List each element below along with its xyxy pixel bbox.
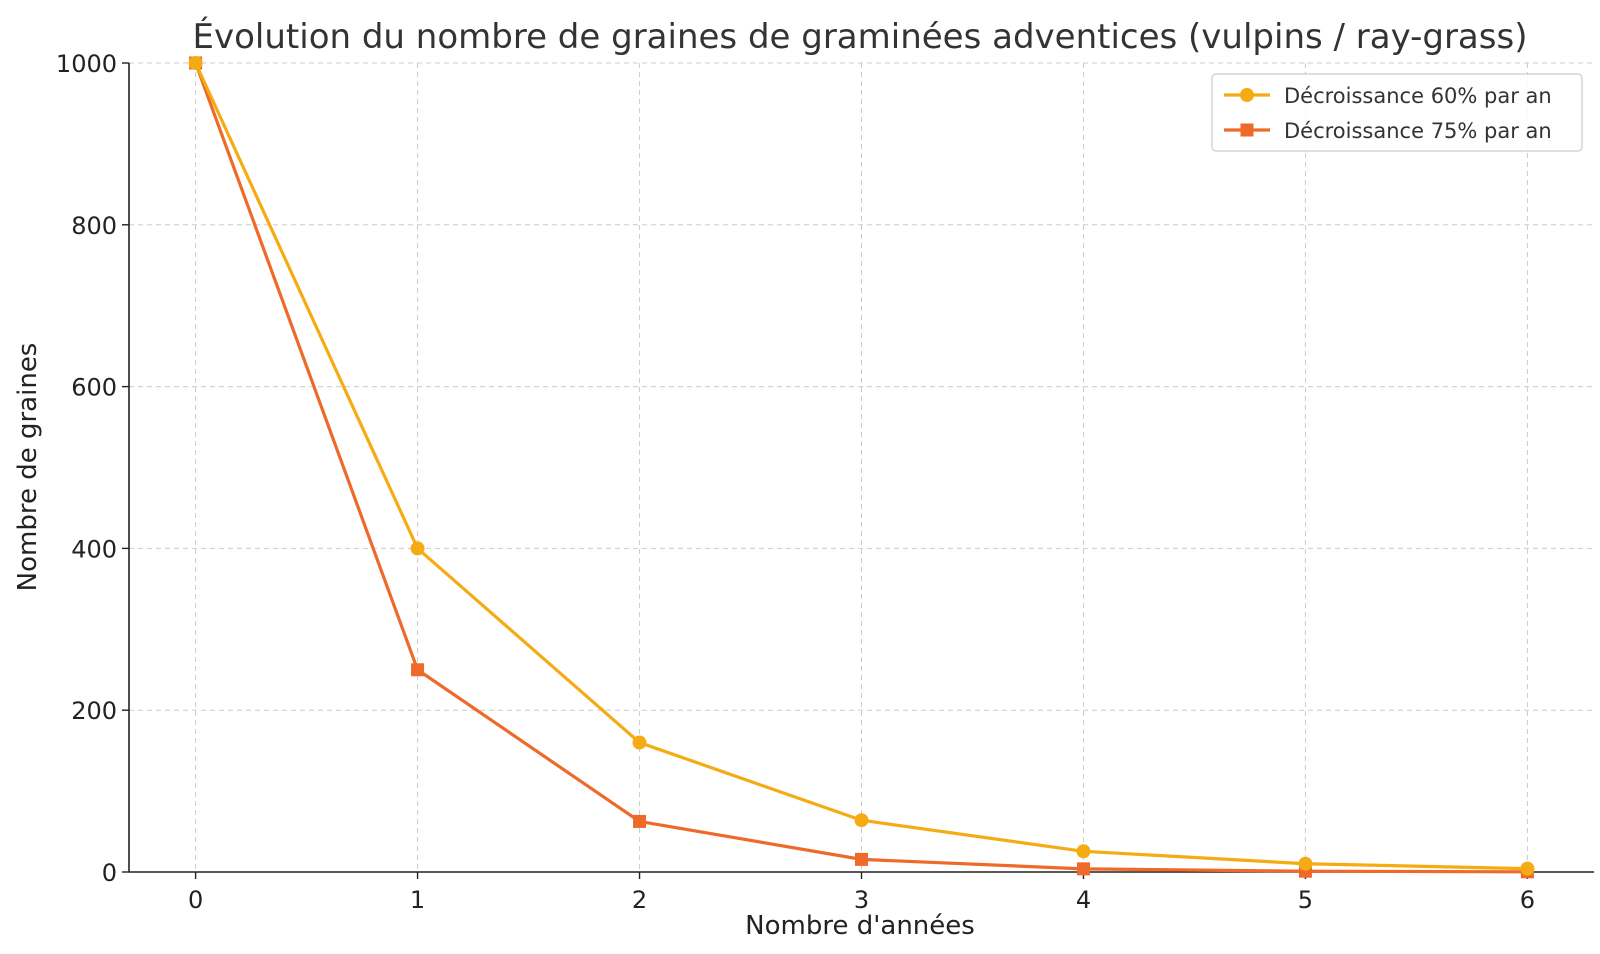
data-point xyxy=(1298,856,1313,871)
y-tick-label: 0 xyxy=(102,859,117,887)
legend-marker xyxy=(1240,123,1254,137)
axes xyxy=(122,62,1594,879)
series-layer xyxy=(188,56,1535,879)
data-point xyxy=(855,852,868,866)
chart-title: Évolution du nombre de graines de gramin… xyxy=(193,16,1528,57)
legend: Décroissance 60% par an Décroissance 75% … xyxy=(1211,73,1583,152)
y-tick-label: 1000 xyxy=(56,50,117,78)
x-tick-label: 0 xyxy=(188,886,203,914)
y-axis-label: Nombre de graines xyxy=(13,343,43,592)
y-tick-label: 200 xyxy=(71,697,117,725)
legend-entries: Décroissance 60% par an Décroissance 75% … xyxy=(1224,84,1552,143)
x-tick-label: 6 xyxy=(1520,886,1535,914)
legend-entry: Décroissance 75% par an xyxy=(1224,119,1552,143)
legend-marker xyxy=(1240,88,1254,102)
y-tick-label: 600 xyxy=(71,374,117,402)
x-tick-label: 3 xyxy=(854,886,869,914)
x-tick-label: 1 xyxy=(410,886,425,914)
series-2 xyxy=(189,56,1534,879)
x-axis-label: Nombre d'années xyxy=(745,911,975,941)
tick-labels: 0 1 2 3 4 5 6 0 200 400 600 800 1000 xyxy=(56,50,1535,914)
x-tick-label: 5 xyxy=(1298,886,1313,914)
data-point xyxy=(632,735,647,750)
data-point xyxy=(410,541,425,556)
legend-label: Décroissance 75% par an xyxy=(1284,119,1552,143)
y-tick-label: 400 xyxy=(71,535,117,563)
x-tick-label: 4 xyxy=(1076,886,1091,914)
legend-label: Décroissance 60% par an xyxy=(1284,84,1552,108)
data-point xyxy=(411,663,425,677)
data-point xyxy=(188,56,203,70)
data-point xyxy=(633,814,647,828)
legend-entry: Décroissance 60% par an xyxy=(1224,84,1552,108)
grid xyxy=(129,62,1594,873)
legend-box xyxy=(1211,73,1583,152)
data-point xyxy=(1520,861,1535,876)
data-point xyxy=(854,813,869,828)
data-point xyxy=(1076,844,1091,859)
series-1 xyxy=(188,56,1535,876)
y-tick-label: 800 xyxy=(71,212,117,240)
x-tick-label: 2 xyxy=(632,886,647,914)
data-point xyxy=(1076,862,1090,876)
